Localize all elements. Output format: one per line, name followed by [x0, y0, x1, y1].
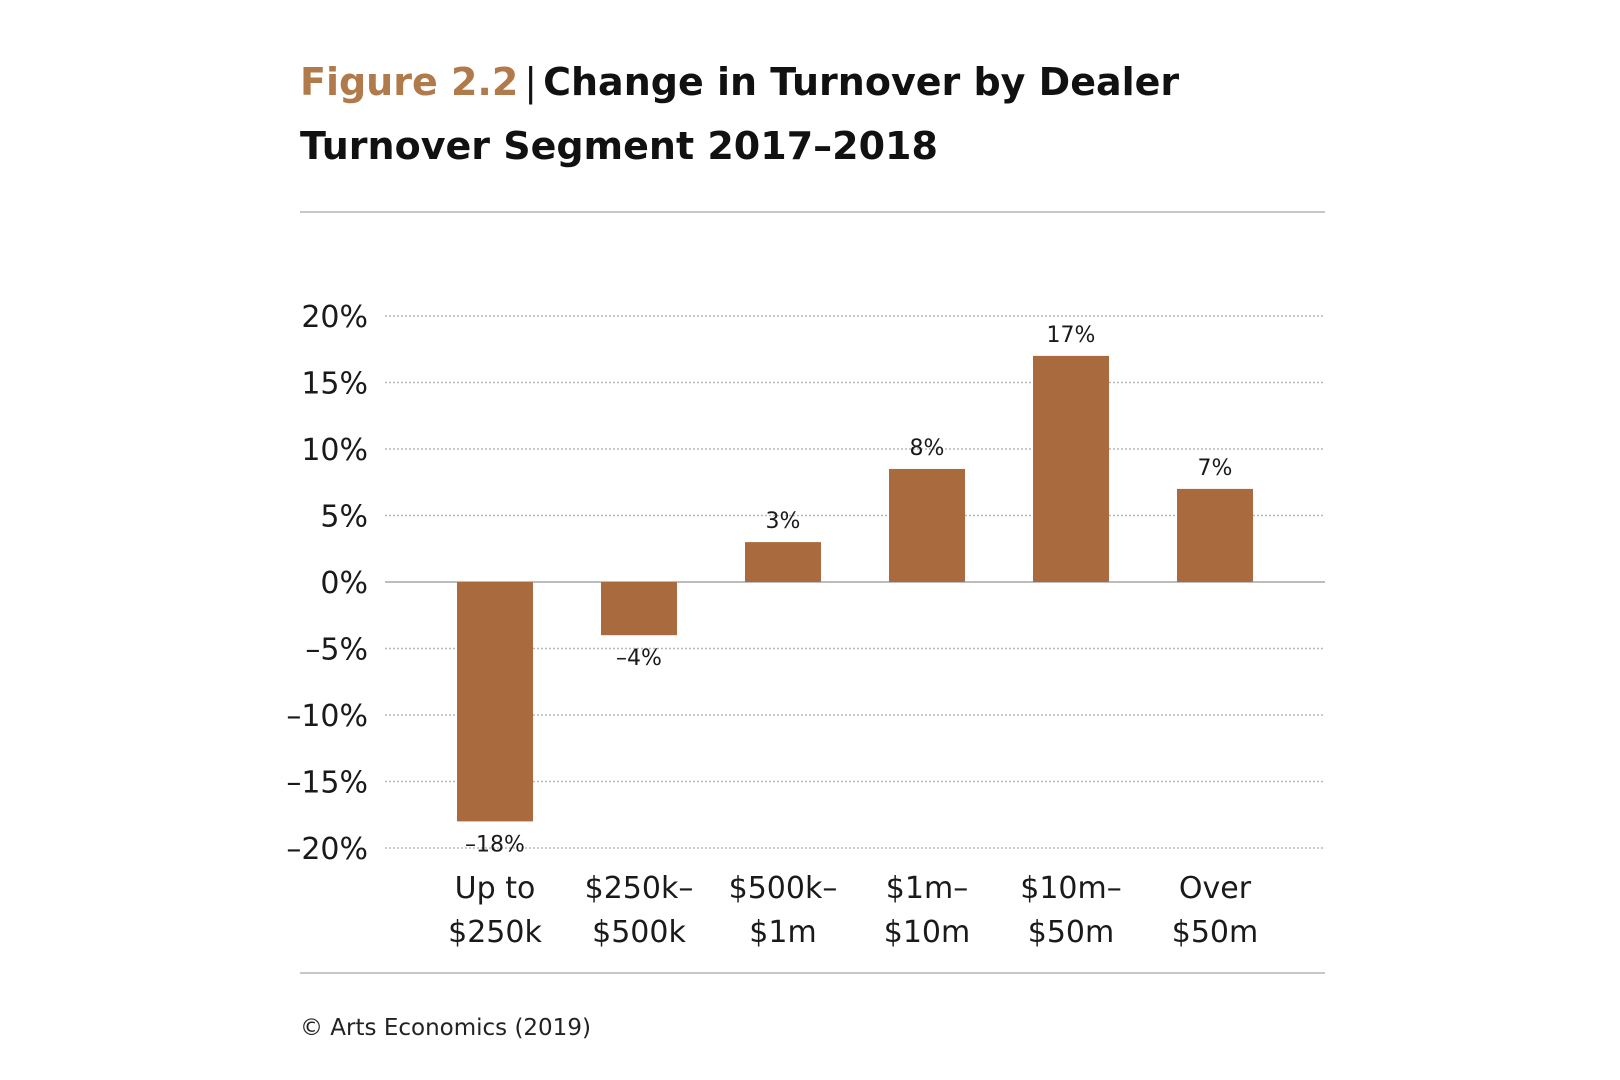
- data-label: –18%: [465, 832, 525, 857]
- x-tick-label: $1m–: [886, 871, 968, 906]
- y-tick-label: –10%: [286, 699, 368, 734]
- bar: [1033, 355, 1109, 582]
- y-tick-label: 20%: [301, 300, 368, 335]
- y-tick-label: 0%: [320, 566, 368, 601]
- data-label: 8%: [910, 436, 945, 461]
- y-tick-label: 15%: [301, 367, 368, 402]
- bar: [889, 468, 965, 582]
- figure-label: Figure 2.2: [300, 60, 519, 104]
- data-label: –4%: [616, 646, 662, 671]
- x-tick-label: $50m: [1028, 915, 1114, 950]
- x-tick-label: $250k–: [585, 871, 694, 906]
- top-rule: [300, 211, 1325, 213]
- x-tick-label: $1m: [749, 915, 816, 950]
- data-label: 17%: [1047, 323, 1096, 348]
- figure-title: Change in Turnover by Dealer Turnover Se…: [300, 60, 1180, 168]
- bar: [457, 582, 533, 822]
- data-label: 7%: [1198, 456, 1233, 481]
- y-tick-label: –20%: [286, 832, 368, 867]
- x-tick-label: $50m: [1172, 915, 1258, 950]
- bar: [1177, 488, 1253, 582]
- y-tick-label: 10%: [301, 433, 368, 468]
- bar: [745, 542, 821, 582]
- y-tick-label: –15%: [286, 766, 368, 801]
- x-tick-label: $10m–: [1020, 871, 1121, 906]
- x-tick-label: $500k: [592, 915, 686, 950]
- x-tick-label: $250k: [448, 915, 542, 950]
- x-tick-label: Over: [1179, 871, 1252, 906]
- data-label: 3%: [766, 509, 801, 534]
- x-tick-label: Up to: [455, 871, 536, 906]
- title-separator: |: [524, 60, 538, 104]
- y-tick-label: –5%: [305, 633, 368, 668]
- source-credit: © Arts Economics (2019): [300, 1015, 591, 1041]
- chart-title: Figure 2.2 | Change in Turnover by Dealer …: [300, 50, 1330, 178]
- x-tick-label: $10m: [884, 915, 970, 950]
- x-tick-label: $500k–: [729, 871, 838, 906]
- bar: [601, 582, 677, 636]
- bottom-rule: [300, 972, 1325, 974]
- y-tick-label: 5%: [320, 500, 368, 535]
